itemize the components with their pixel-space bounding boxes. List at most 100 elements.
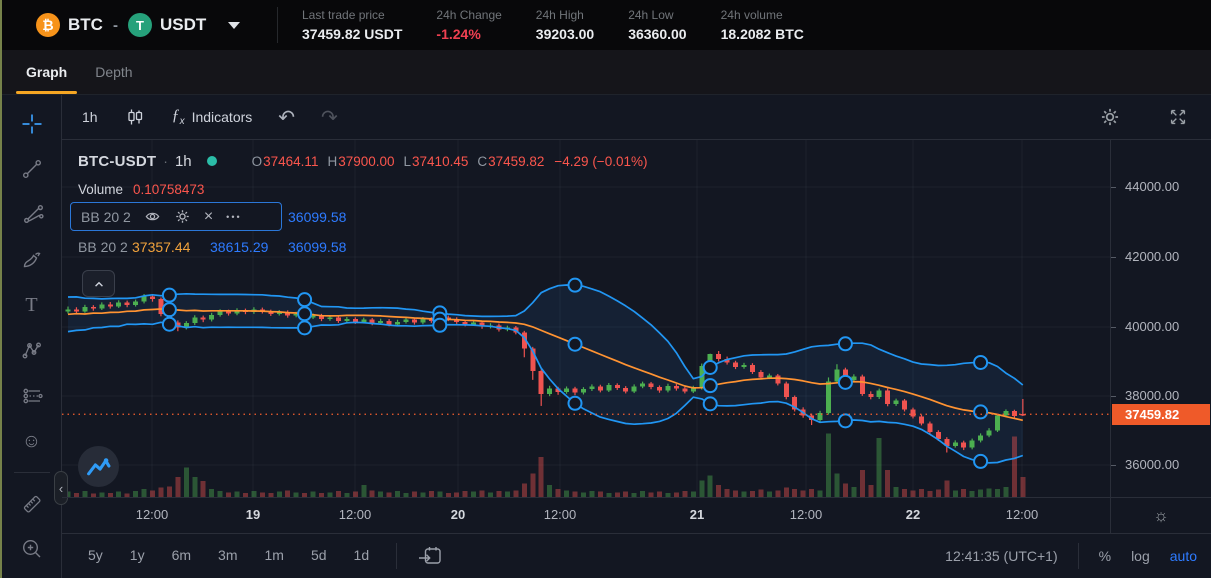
- time-tick-label: 21: [689, 507, 705, 522]
- divider: [277, 7, 278, 43]
- clock-timezone-button[interactable]: 12:41:35 (UTC+1): [945, 548, 1058, 564]
- emoji-tool[interactable]: ☺: [15, 425, 49, 458]
- projection-tool[interactable]: [15, 379, 49, 412]
- log-scale-button[interactable]: log: [1131, 548, 1150, 564]
- indicator-settings-button[interactable]: [174, 208, 191, 225]
- usdt-icon: T: [127, 13, 152, 37]
- time-tick-label: 22: [905, 507, 921, 522]
- redo-icon: ↷: [321, 106, 338, 129]
- screen-edge: [0, 0, 2, 578]
- redo-button[interactable]: ↷: [321, 105, 338, 130]
- chart-logo-icon: [87, 458, 111, 476]
- range-button-5d[interactable]: 5d: [310, 547, 327, 563]
- pair-selector[interactable]: ₿ BTC - T USDT: [2, 13, 277, 37]
- fx-icon: ƒx: [171, 106, 185, 128]
- indicators-button[interactable]: ƒx Indicators: [171, 106, 253, 128]
- indicator-visibility-button[interactable]: [144, 208, 161, 225]
- axis-settings-icon[interactable]: ☼: [1147, 505, 1175, 527]
- smiley-icon: ☺: [21, 431, 42, 453]
- panel-collapse-handle[interactable]: ‹: [54, 471, 68, 505]
- close-icon: ×: [203, 207, 214, 225]
- ruler-tool[interactable]: [15, 487, 49, 520]
- time-tick-label: 12:00: [338, 507, 372, 522]
- magnifier-plus-icon: [22, 540, 40, 558]
- time-axis[interactable]: 12:00 19 12:00 20 12:00 21 12:00 22 12:00: [62, 497, 1110, 533]
- indicator-remove-button[interactable]: ×: [203, 207, 214, 225]
- brush-icon: [23, 252, 40, 268]
- brush-tool[interactable]: [15, 243, 49, 276]
- btc-icon: ₿: [36, 13, 60, 37]
- time-tick-label: 19: [245, 507, 261, 522]
- time-tick-label: 12:00: [789, 507, 823, 522]
- indicator-more-button[interactable]: •••: [226, 212, 241, 222]
- trendline-tool[interactable]: [15, 152, 49, 185]
- time-tick-label: 12:00: [543, 507, 577, 522]
- percent-scale-button[interactable]: %: [1098, 548, 1112, 564]
- pair-base: BTC: [68, 15, 103, 34]
- eye-icon: [145, 212, 160, 221]
- indicator-row-bb-2[interactable]: BB 20 2 37357.44 38615.29 36099.58: [78, 239, 347, 255]
- indicator-row-bb-1[interactable]: BB 20 2 37357.44 38615.29 36099.58 BB 20…: [70, 202, 647, 231]
- legend-collapse-button[interactable]: [82, 270, 115, 297]
- top-bar: ₿ BTC - T USDT Last trade price 37459.82…: [2, 0, 1211, 50]
- price-tick-label: 44000.00: [1111, 179, 1179, 194]
- undo-button[interactable]: ↶: [278, 105, 295, 130]
- fullscreen-button[interactable]: [1167, 106, 1189, 128]
- tab-graph[interactable]: Graph: [12, 50, 81, 94]
- range-button-1m[interactable]: 1m: [264, 547, 284, 563]
- ruler-icon: [23, 495, 41, 513]
- indicator-hover-controls: BB 20 2 × •••: [70, 202, 282, 231]
- chart-style-button[interactable]: [124, 106, 146, 128]
- fib-lines-tool[interactable]: [15, 198, 49, 231]
- undo-icon: ↶: [278, 106, 296, 129]
- interval-button[interactable]: 1h: [82, 109, 98, 125]
- range-buttons: 5y 1y 6m 3m 1m 5d 1d: [88, 547, 396, 565]
- price-axis[interactable]: 37459.82 44000.00 42000.00 40000.00 38000.0…: [1110, 140, 1211, 497]
- bottom-bar: 5y 1y 6m 3m 1m 5d 1d 12:41:35 (UTC+1) % log au…: [62, 533, 1211, 578]
- pattern-tool[interactable]: [15, 334, 49, 367]
- tab-depth[interactable]: Depth: [95, 64, 133, 80]
- chart-settings-button[interactable]: [1099, 106, 1121, 128]
- time-tick-label: 20: [450, 507, 466, 522]
- candles-icon: [127, 109, 142, 125]
- xabcd-pattern-icon: [22, 342, 41, 359]
- divider: [1077, 543, 1079, 569]
- crosshair-icon: [22, 114, 41, 134]
- range-button-1d[interactable]: 1d: [353, 547, 370, 563]
- text-tool[interactable]: T: [15, 289, 49, 322]
- last-price-tag: 37459.82: [1112, 403, 1210, 425]
- stat-change: 24h Change -1.24%: [436, 8, 502, 42]
- candlestick-chart[interactable]: [62, 140, 1110, 497]
- stat-low: 24h Low 36360.00: [628, 8, 687, 42]
- price-tick-label: 38000.00: [1111, 388, 1179, 403]
- stat-volume: 24h volume 18.2082 BTC: [720, 8, 804, 42]
- range-button-1y[interactable]: 1y: [129, 547, 145, 563]
- price-tick-label: 42000.00: [1111, 249, 1179, 264]
- pair-quote: USDT: [159, 15, 207, 34]
- zoom-in-tool[interactable]: [15, 533, 49, 566]
- market-stats: Last trade price 37459.82 USDT 24h Chang…: [278, 8, 804, 42]
- auto-scale-button[interactable]: auto: [1169, 548, 1197, 564]
- range-button-5y[interactable]: 5y: [88, 547, 103, 563]
- goto-date-icon: [419, 547, 441, 564]
- gear-icon: [176, 210, 189, 223]
- chevron-left-icon: ‹: [58, 480, 64, 496]
- goto-date-button[interactable]: [417, 545, 443, 567]
- chart-toolbar: 1h ƒx Indicators ↶ ↷: [62, 95, 1211, 140]
- stat-last-price: Last trade price 37459.82 USDT: [302, 8, 403, 42]
- time-tick-label: 12:00: [1005, 507, 1039, 522]
- chevron-up-icon: [94, 281, 103, 287]
- chart-plot-area[interactable]: BTC-USDT · 1h O37464.11 H37900.00 L37410…: [54, 140, 1110, 505]
- divider: [396, 543, 398, 569]
- axis-corner: ☼: [1110, 497, 1211, 533]
- range-button-3m[interactable]: 3m: [218, 547, 238, 563]
- chart-toolbar-right: [1099, 106, 1189, 128]
- pair-separator: -: [112, 16, 118, 34]
- price-tick-label: 36000.00: [1111, 457, 1179, 472]
- fib-lines-icon: [23, 204, 44, 223]
- crosshair-tool[interactable]: [15, 107, 49, 140]
- text-tool-icon: T: [25, 293, 38, 316]
- range-button-6m[interactable]: 6m: [171, 547, 192, 563]
- projection-icon: [22, 388, 43, 404]
